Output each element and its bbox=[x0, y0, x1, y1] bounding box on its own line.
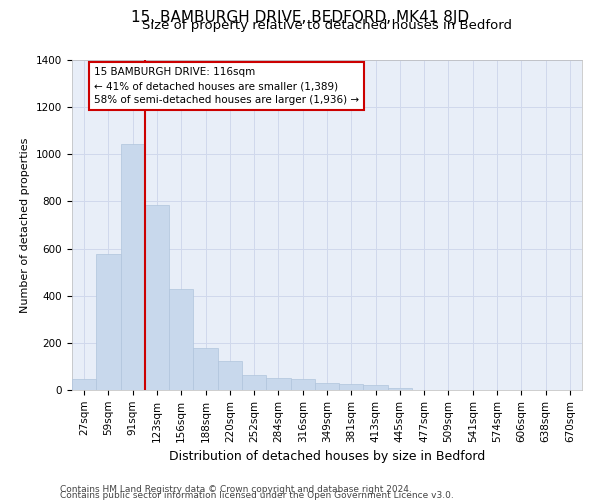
Text: 15, BAMBURGH DRIVE, BEDFORD, MK41 8JD: 15, BAMBURGH DRIVE, BEDFORD, MK41 8JD bbox=[131, 10, 469, 25]
Text: Contains public sector information licensed under the Open Government Licence v3: Contains public sector information licen… bbox=[60, 490, 454, 500]
Bar bbox=[266, 378, 290, 390]
Bar bbox=[169, 289, 193, 390]
Bar bbox=[145, 205, 169, 390]
Text: Contains HM Land Registry data © Crown copyright and database right 2024.: Contains HM Land Registry data © Crown c… bbox=[60, 484, 412, 494]
Bar bbox=[72, 378, 96, 390]
Bar bbox=[339, 384, 364, 390]
X-axis label: Distribution of detached houses by size in Bedford: Distribution of detached houses by size … bbox=[169, 450, 485, 463]
Bar bbox=[218, 360, 242, 390]
Bar bbox=[315, 384, 339, 390]
Bar bbox=[121, 144, 145, 390]
Text: 15 BAMBURGH DRIVE: 116sqm
← 41% of detached houses are smaller (1,389)
58% of se: 15 BAMBURGH DRIVE: 116sqm ← 41% of detac… bbox=[94, 67, 359, 105]
Bar bbox=[388, 388, 412, 390]
Bar bbox=[193, 348, 218, 390]
Title: Size of property relative to detached houses in Bedford: Size of property relative to detached ho… bbox=[142, 20, 512, 32]
Bar bbox=[242, 374, 266, 390]
Bar bbox=[364, 386, 388, 390]
Y-axis label: Number of detached properties: Number of detached properties bbox=[20, 138, 31, 312]
Bar bbox=[96, 254, 121, 390]
Bar bbox=[290, 379, 315, 390]
